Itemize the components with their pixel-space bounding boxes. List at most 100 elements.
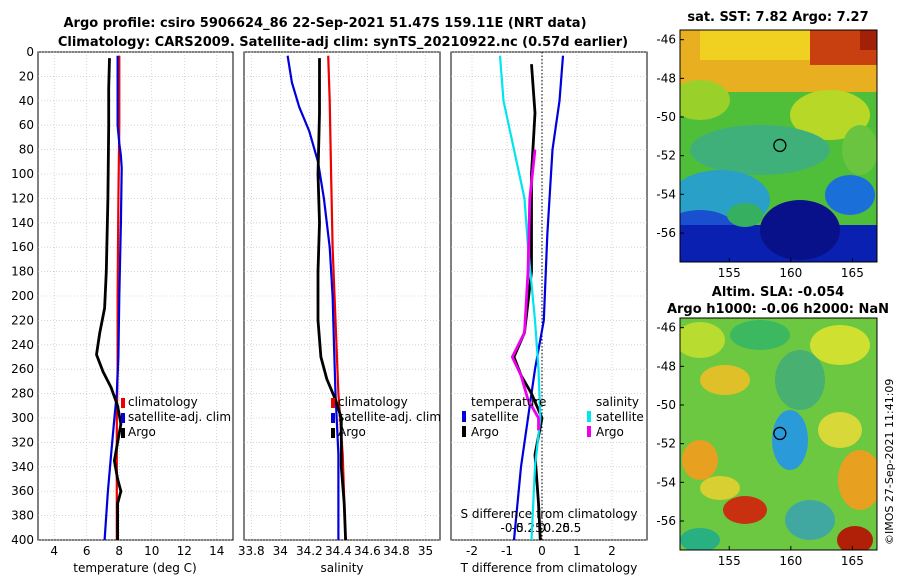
- map-y-tick-label: -56: [656, 514, 676, 528]
- map-x-tick-label: 155: [718, 266, 741, 280]
- series-line-argo: [316, 58, 347, 541]
- legend-swatch-s-satellite: [587, 411, 591, 422]
- x2-tick-label: -0.5: [501, 521, 524, 535]
- sst-map-title: sat. SST: 7.82 Argo: 7.27: [687, 10, 868, 25]
- y-tick-label: 380: [11, 509, 34, 523]
- legend-satellite: satellite-adj. clim: [128, 410, 231, 424]
- temperature-xlabel: temperature (deg C): [73, 561, 196, 575]
- y-tick-label: 340: [11, 460, 34, 474]
- series-line-temperature-satellite: [512, 55, 565, 541]
- legend-argo: Argo: [128, 425, 156, 439]
- map-x-tick-label: 160: [779, 554, 802, 568]
- sla-map-title-line1: Altim. SLA: -0.054: [712, 285, 844, 300]
- x-tick-label: 34.4: [325, 544, 352, 558]
- argo-position-marker: [773, 138, 787, 153]
- map-y-tick-label: -54: [656, 475, 676, 489]
- y-tick-label: 100: [11, 167, 34, 181]
- x-tick-label: 34.6: [354, 544, 381, 558]
- y-tick-label: 200: [11, 289, 34, 303]
- legend-t-satellite: satellite: [471, 410, 519, 424]
- map-y-tick-label: -54: [656, 187, 676, 201]
- map-y-tick-label: -48: [656, 71, 676, 85]
- legend-s-satellite: satellite: [596, 410, 644, 424]
- argo-position-marker: [773, 426, 787, 441]
- x-tick-label: 8: [115, 544, 123, 558]
- y-tick-label: 60: [19, 118, 34, 132]
- legend-swatch-climatology: [331, 398, 335, 408]
- y-tick-label: 240: [11, 338, 34, 352]
- difference-xlabel2: S difference from climatology: [461, 507, 638, 521]
- sst-map: sat. SST: 7.82 Argo: 7.27 155 160 165 -46 -4…: [656, 10, 878, 280]
- salinity-legend: climatology satellite-adj. clim Argo: [331, 395, 441, 439]
- figure-title-line2: Climatology: CARS2009. Satellite-adj cli…: [58, 35, 628, 50]
- y-tick-label: 180: [11, 265, 34, 279]
- map-y-tick-label: -46: [656, 33, 676, 47]
- x-tick-label: 34.2: [296, 544, 323, 558]
- x-tick-label: 4: [50, 544, 58, 558]
- legend-temperature-title: temperature: [471, 395, 546, 409]
- legend-swatch-satellite: [121, 413, 125, 423]
- map-x-tick-label: 160: [779, 266, 802, 280]
- temperature-panel: 0 20 40 60 80 100 120 140 160 180 200 220 240 260 280 3…: [11, 45, 234, 575]
- map-y-tick-label: -52: [656, 149, 676, 163]
- legend-argo: Argo: [338, 425, 366, 439]
- x2-tick-label: 0.25: [544, 521, 571, 535]
- salinity-xlabel: salinity: [320, 561, 363, 575]
- legend-swatch-argo: [331, 428, 335, 438]
- x-tick-label: -2: [466, 544, 478, 558]
- y-tick-label: 360: [11, 484, 34, 498]
- map-y-tick-label: -52: [656, 437, 676, 451]
- map-x-tick-label: 165: [841, 266, 864, 280]
- x-tick-label: 0: [538, 544, 546, 558]
- sla-map-frame: [679, 317, 878, 551]
- legend-salinity-title: salinity: [596, 395, 639, 409]
- figure-title-line1: Argo profile: csiro 5906624_86 22-Sep-20…: [63, 16, 586, 31]
- salinity-panel: 33.8 34 34.2 34.4 34.6 34.8 35 salinity climat…: [238, 51, 441, 575]
- legend-swatch-satellite: [331, 413, 335, 423]
- map-y-tick-label: -48: [656, 359, 676, 373]
- x-tick-label: 12: [177, 544, 192, 558]
- y-tick-label: 0: [26, 45, 34, 59]
- legend-swatch-t-satellite: [462, 411, 466, 422]
- x2-tick-label: 0.5: [562, 521, 581, 535]
- y-tick-label: 320: [11, 435, 34, 449]
- map-x-tick-label: 165: [841, 554, 864, 568]
- y-tick-label: 140: [11, 216, 34, 230]
- legend-swatch-s-argo: [587, 426, 591, 437]
- map-y-tick-label: -50: [656, 110, 676, 124]
- legend-s-argo: Argo: [596, 425, 624, 439]
- sst-map-image: [680, 30, 877, 262]
- y-tick-label: 120: [11, 191, 34, 205]
- sla-map: Altim. SLA: -0.054 Argo h1000: -0.06 h20…: [656, 285, 889, 568]
- y-tick-label: 20: [19, 69, 34, 83]
- y-tick-label: 40: [19, 94, 34, 108]
- sla-map-image: [680, 318, 877, 550]
- temperature-legend: climatology satellite-adj. clim Argo: [121, 395, 231, 439]
- x-tick-label: -1: [501, 544, 513, 558]
- difference-legend: temperature satellite Argo salinity sate…: [462, 395, 644, 439]
- sst-map-frame: [679, 29, 878, 263]
- x2-tick-label: -0.25: [512, 521, 543, 535]
- series-line-salinity-satellite: [498, 55, 542, 541]
- watermark: ©IMOS 27-Sep-2021 11:41:09: [883, 379, 896, 545]
- legend-t-argo: Argo: [471, 425, 499, 439]
- map-y-tick-label: -46: [656, 321, 676, 335]
- legend-climatology: climatology: [338, 395, 408, 409]
- y-tick-label: 80: [19, 143, 34, 157]
- x-tick-label: 34: [273, 544, 288, 558]
- map-y-tick-label: -50: [656, 398, 676, 412]
- legend-swatch-t-argo: [462, 426, 466, 437]
- map-x-tick-label: 155: [718, 554, 741, 568]
- series-line-salinity-argo: [510, 149, 540, 431]
- x-tick-label: 2: [608, 544, 616, 558]
- legend-climatology: climatology: [128, 395, 198, 409]
- series-line-satellite-adj-clim: [103, 55, 123, 541]
- sla-map-title-line2: Argo h1000: -0.06 h2000: NaN: [667, 302, 889, 317]
- difference-plot-frame: [450, 51, 648, 541]
- y-tick-label: 400: [11, 533, 34, 547]
- x-tick-label: 35: [418, 544, 433, 558]
- y-tick-label: 280: [11, 387, 34, 401]
- x-tick-label: 33.8: [238, 544, 265, 558]
